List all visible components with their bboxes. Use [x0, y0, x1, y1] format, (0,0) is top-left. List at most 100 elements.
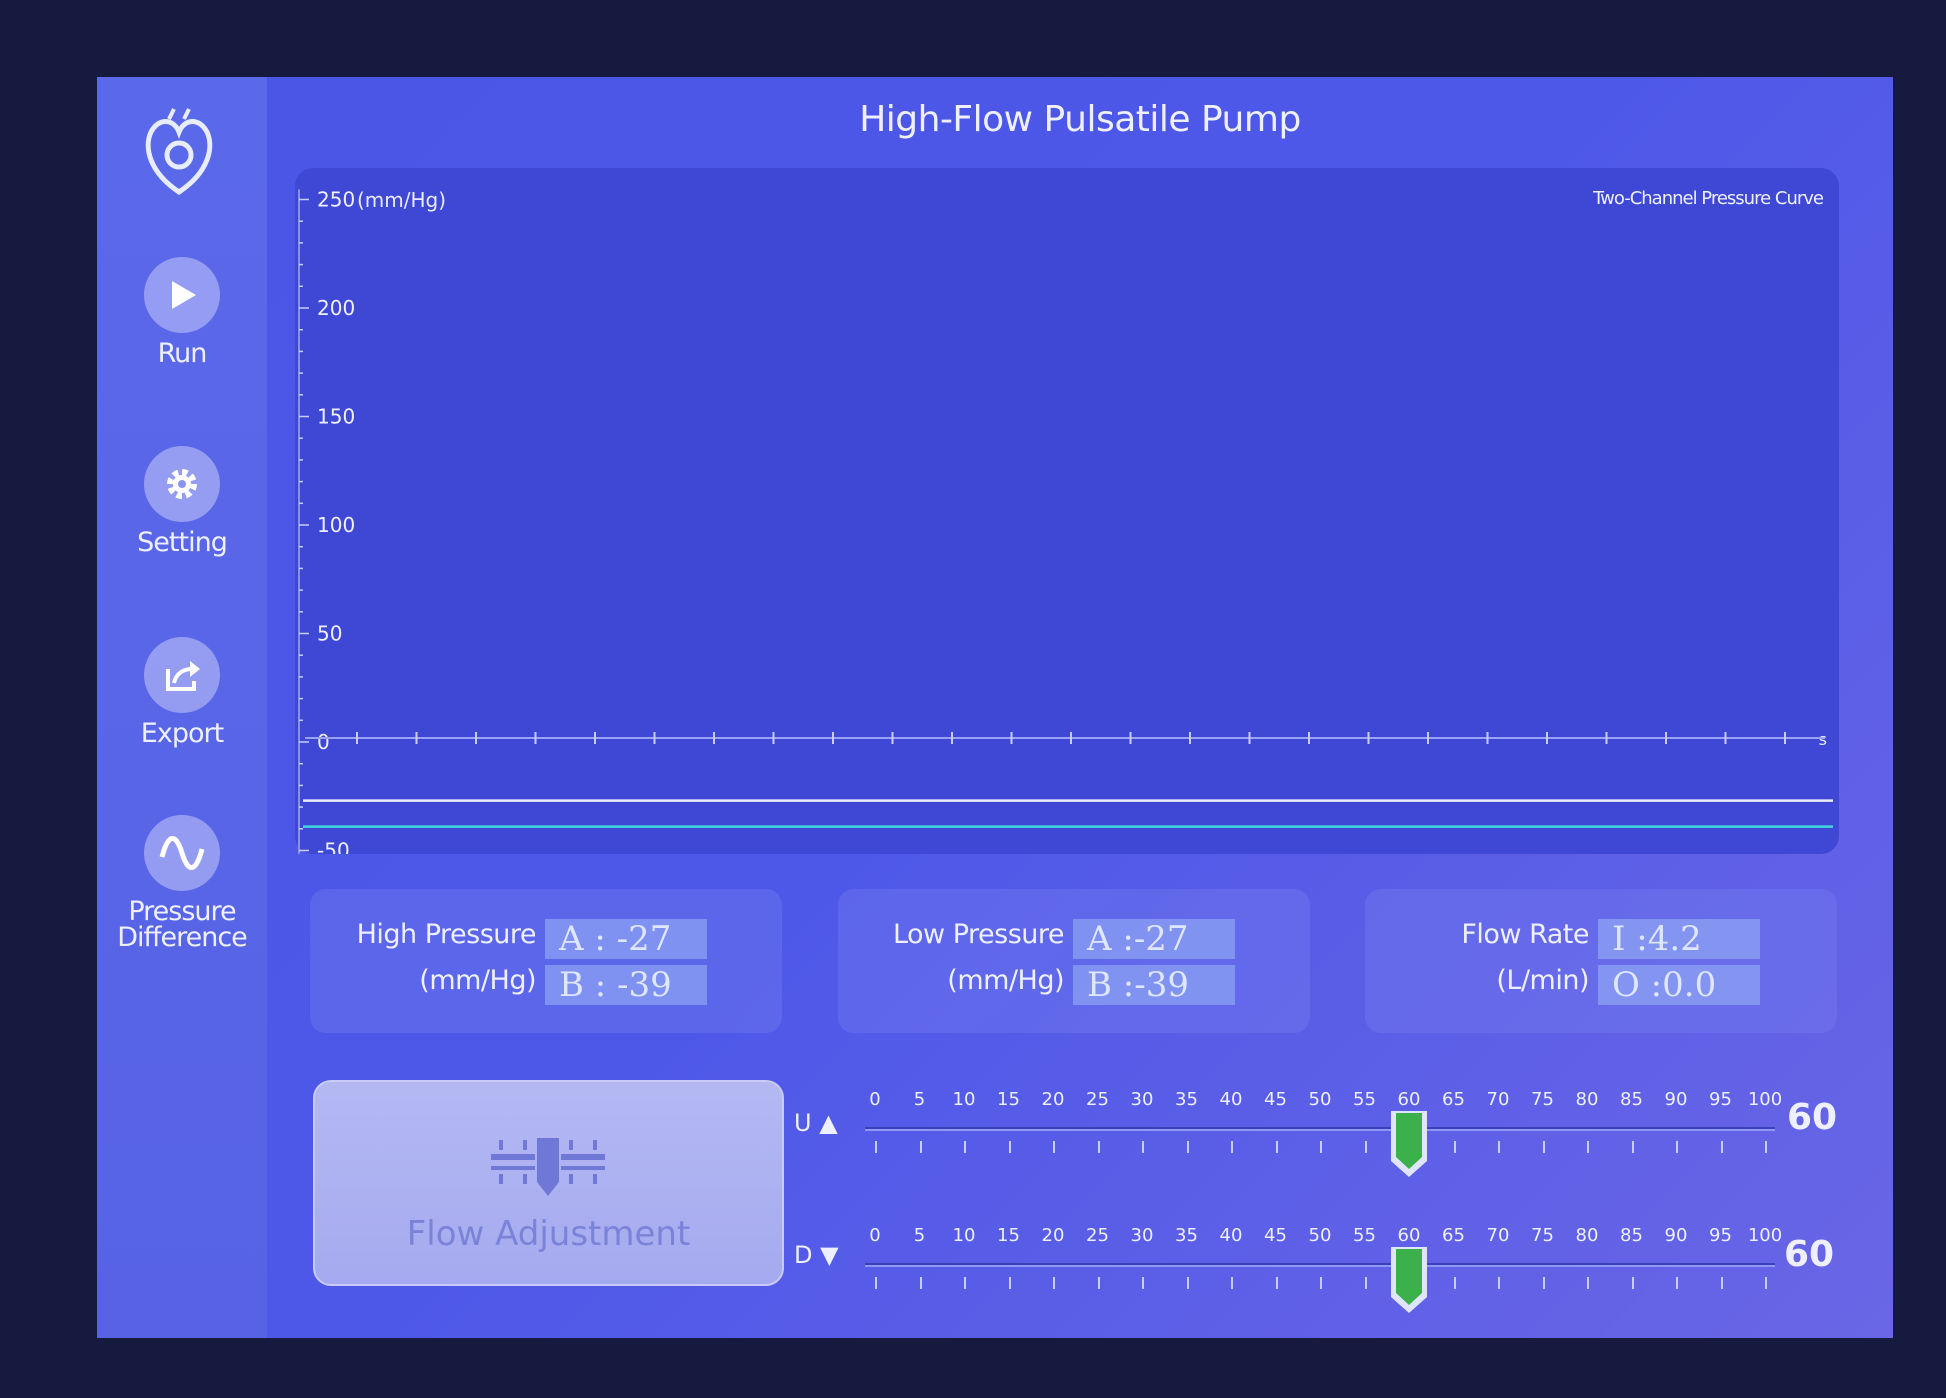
- slider-tick: [1720, 1141, 1723, 1153]
- slider-scale-label: 45: [1264, 1225, 1287, 1246]
- slider-tick: [1453, 1141, 1456, 1153]
- export-icon: [144, 637, 220, 713]
- slider-scale-label: 15: [997, 1089, 1020, 1110]
- slider-tick: [1008, 1141, 1011, 1153]
- slider-tick: [1765, 1277, 1767, 1289]
- low-pressure-label: Low Pressure: [892, 919, 1065, 950]
- slider-scale-label: 55: [1353, 1225, 1376, 1246]
- slider-scale-label: 20: [1041, 1089, 1065, 1110]
- slider-scale-label: 0: [869, 1225, 881, 1246]
- pressure-chart: Two-Channel Pressure Curve (mm/Hg) s 250…: [295, 168, 1839, 854]
- up-slider-value: 60: [1787, 1097, 1838, 1138]
- slider-scale-label: 35: [1175, 1089, 1198, 1110]
- slider-tick: [1542, 1277, 1545, 1289]
- slider-scale-label: 100: [1747, 1225, 1783, 1246]
- slider-scale-label: 50: [1308, 1225, 1332, 1246]
- slider-tick: [875, 1277, 877, 1289]
- slider-scale-label: 40: [1219, 1225, 1243, 1246]
- sidebar: Run Setting Export Pressure Difference: [97, 77, 267, 1338]
- slider-tick: [1097, 1141, 1100, 1153]
- slider-scale-label: 95: [1709, 1225, 1732, 1246]
- down-slider-label: D ▼: [794, 1241, 839, 1269]
- slider-scale-label: 85: [1620, 1225, 1643, 1246]
- down-slider[interactable]: 0 5 10 15 20 25 30 35 40 45 50 55 60 65 70 75 80 85 90 95 10…: [865, 1225, 1782, 1335]
- high-pressure-unit: (mm/Hg): [419, 965, 536, 996]
- y-tick-label: 250: [317, 188, 355, 212]
- slider-thumb[interactable]: [1389, 1245, 1429, 1315]
- slider-tick: [1498, 1141, 1500, 1153]
- chart-title: Two-Channel Pressure Curve: [1593, 188, 1824, 209]
- flow-rate-readout: Flow Rate (L/min) I :4.2 O :0.0: [1365, 889, 1837, 1033]
- slider-tick: [1186, 1141, 1189, 1153]
- slider-tick: [1231, 1277, 1233, 1289]
- low-pressure-a-value: A :-27: [1073, 919, 1235, 959]
- down-slider-value: 60: [1784, 1234, 1835, 1275]
- slider-scale-label: 85: [1620, 1089, 1643, 1110]
- chart-plot: 250 200 150 100 50 0 -50: [298, 188, 1833, 855]
- slider-scale-label: 15: [997, 1225, 1020, 1246]
- low-pressure-unit: (mm/Hg): [947, 965, 1064, 996]
- slider-scale-label: 75: [1531, 1225, 1554, 1246]
- slider-scale-label: 30: [1130, 1225, 1154, 1246]
- sidebar-item-export[interactable]: Export: [97, 637, 267, 747]
- sine-wave-icon: [144, 815, 220, 891]
- slider-tick: [1186, 1277, 1189, 1289]
- slider-tick: [1587, 1141, 1589, 1153]
- slider-tick: [919, 1141, 922, 1153]
- slider-tick: [1320, 1277, 1322, 1289]
- up-slider[interactable]: 0 5 10 15 20 25 30 35 40 45 50 55 60 65 70 75 80 85 90 95 10…: [865, 1089, 1782, 1199]
- y-tick-label: 50: [317, 622, 342, 646]
- slider-scale-label: 10: [952, 1225, 976, 1246]
- sidebar-item-pressure-difference[interactable]: Pressure Difference: [97, 815, 267, 951]
- sidebar-item-run[interactable]: Run: [97, 257, 267, 367]
- slider-tick: [964, 1277, 966, 1289]
- slider-scale-label: 80: [1575, 1089, 1599, 1110]
- slider-scale-label: 80: [1575, 1225, 1599, 1246]
- slider-track[interactable]: [865, 1263, 1775, 1267]
- pump-screen: Run Setting Export Pressure Difference H…: [97, 77, 1893, 1338]
- slider-tick: [1498, 1277, 1500, 1289]
- slider-scale-label: 100: [1747, 1089, 1783, 1110]
- slider-tick: [1275, 1277, 1278, 1289]
- slider-tick: [1676, 1141, 1678, 1153]
- slider-scale-label: 0: [869, 1089, 881, 1110]
- high-pressure-b-value: B : -39: [545, 965, 707, 1005]
- slider-scale-label: 20: [1041, 1225, 1065, 1246]
- slider-tick: [1542, 1141, 1545, 1153]
- y-tick-label: 150: [317, 405, 355, 429]
- slider-scale-label: 30: [1130, 1089, 1154, 1110]
- gear-icon: [144, 446, 220, 522]
- heart-logo-icon: [139, 107, 219, 201]
- slider-tick: [1631, 1277, 1634, 1289]
- slider-scale-label: 25: [1086, 1225, 1109, 1246]
- slider-tick: [1720, 1277, 1723, 1289]
- sidebar-item-setting[interactable]: Setting: [97, 446, 267, 556]
- slider-tick: [875, 1141, 877, 1153]
- slider-tick: [1008, 1277, 1011, 1289]
- slider-scale-label: 55: [1353, 1089, 1376, 1110]
- y-tick-label: -50: [317, 839, 350, 855]
- flow-adjustment-button[interactable]: Flow Adjustment: [313, 1080, 784, 1286]
- slider-scale-label: 45: [1264, 1089, 1287, 1110]
- slider-scale-label: 60: [1397, 1225, 1421, 1246]
- slider-tick: [1231, 1141, 1233, 1153]
- y-unit-label: (mm/Hg): [357, 188, 447, 212]
- slider-tick: [1320, 1141, 1322, 1153]
- low-pressure-b-value: B :-39: [1073, 965, 1235, 1005]
- flow-adjustment-label: Flow Adjustment: [406, 1214, 691, 1254]
- slider-tick: [1097, 1277, 1100, 1289]
- slider-tick: [1765, 1141, 1767, 1153]
- slider-scale-label: 5: [913, 1225, 926, 1246]
- y-tick-label: 0: [317, 730, 330, 754]
- slider-scale-label: 70: [1486, 1089, 1510, 1110]
- slider-tick: [1142, 1277, 1144, 1289]
- slider-thumb[interactable]: [1389, 1109, 1429, 1179]
- slider-scale-label: 40: [1219, 1089, 1243, 1110]
- slider-scale-label: 50: [1308, 1089, 1332, 1110]
- slider-tick: [1053, 1277, 1055, 1289]
- flow-rate-out-value: O :0.0: [1598, 965, 1760, 1005]
- slider-scale-label: 90: [1664, 1225, 1688, 1246]
- slider-track[interactable]: [865, 1127, 1775, 1131]
- low-pressure-readout: Low Pressure (mm/Hg) A :-27 B :-39: [838, 889, 1310, 1033]
- slider-tick: [1676, 1277, 1678, 1289]
